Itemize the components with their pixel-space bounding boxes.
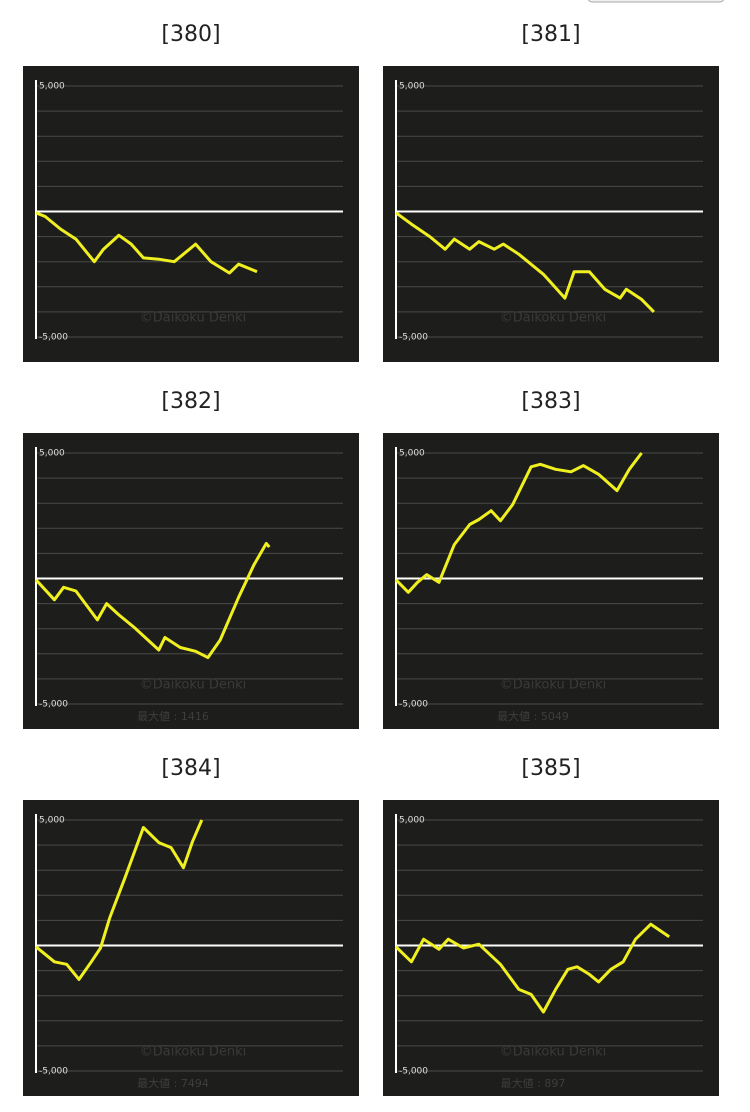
line-series (394, 452, 643, 594)
watermark: ©Daikoku Denki (500, 1045, 607, 1060)
chart-title: [382] (161, 389, 220, 414)
chart-title: [384] (161, 756, 220, 781)
button-edge[interactable] (587, 0, 725, 3)
y-tick-label: -5,000 (39, 1067, 68, 1077)
watermark: ©Daikoku Denki (140, 311, 247, 326)
chart-title: [380] (161, 22, 220, 47)
line-series (395, 211, 655, 313)
line-series (35, 819, 204, 981)
y-tick-label: -5,000 (399, 700, 428, 710)
watermark: ©Daikoku Denki (500, 678, 607, 693)
line-series (394, 922, 671, 1014)
y-tick-label: 5,000 (399, 82, 425, 92)
y-tick-label: -5,000 (399, 333, 428, 343)
y-tick-label: -5,000 (399, 1067, 428, 1077)
chart: [383] 5,000 -5,000 ©Daikoku Denki 最大値 : 5049 (383, 389, 719, 729)
max-label: 最大値 : 1416 (137, 709, 209, 723)
chart-background (383, 66, 719, 362)
chart: [382] 5,000 -5,000 ©Daikoku Denki 最大値 : 1416 (23, 389, 359, 729)
chart: [385] 5,000 -5,000 ©Daikoku Denki 最大値 : 897 (383, 756, 719, 1096)
line-series (34, 541, 271, 660)
watermark: ©Daikoku Denki (500, 311, 607, 326)
chart-title: [383] (521, 389, 580, 414)
chart-title: [381] (521, 22, 580, 47)
chart-background (23, 433, 359, 729)
y-tick-label: 5,000 (39, 816, 65, 826)
chart: [380] 5,000 -5,000 ©Daikoku Denki (23, 22, 359, 362)
watermark: ©Daikoku Denki (140, 678, 247, 693)
y-tick-label: 5,000 (399, 816, 425, 826)
watermark: ©Daikoku Denki (140, 1045, 247, 1060)
y-tick-label: 5,000 (399, 449, 425, 459)
chart-title: [385] (521, 756, 580, 781)
y-tick-label: -5,000 (39, 333, 68, 343)
chart: [381] 5,000 -5,000 ©Daikoku Denki (383, 22, 719, 362)
line-series (35, 211, 258, 275)
y-tick-label: 5,000 (39, 449, 65, 459)
chart-background (23, 66, 359, 362)
y-tick-label: 5,000 (39, 82, 65, 92)
y-tick-label: -5,000 (39, 700, 68, 710)
chart: [384] 5,000 -5,000 ©Daikoku Denki 最大値 : 7494 (23, 756, 359, 1096)
max-label: 最大値 : 897 (501, 1076, 566, 1090)
max-label: 最大値 : 5049 (497, 709, 569, 723)
max-label: 最大値 : 7494 (137, 1076, 209, 1090)
